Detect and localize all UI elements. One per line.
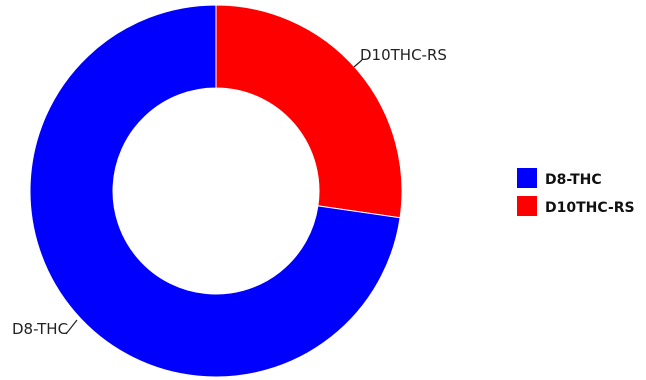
slice-leader-d10thc-rs [353,59,363,68]
slice-group [29,4,403,378]
slice-label-d8-thc: D8-THC [12,320,68,338]
legend-swatch-d8-thc [517,168,537,188]
slice-d10thc-rs [215,4,403,219]
slice-d8-thc [29,4,401,378]
legend-swatch-d10thc-rs [517,196,537,216]
slice-leader-d8-thc [65,319,78,335]
legend: D8-THC D10THC-RS [517,168,635,216]
slice-label-d10thc-rs: D10THC-RS [360,46,447,64]
legend-label-d10thc-rs: D10THC-RS [545,200,635,216]
legend-label-d8-thc: D8-THC [545,172,602,188]
